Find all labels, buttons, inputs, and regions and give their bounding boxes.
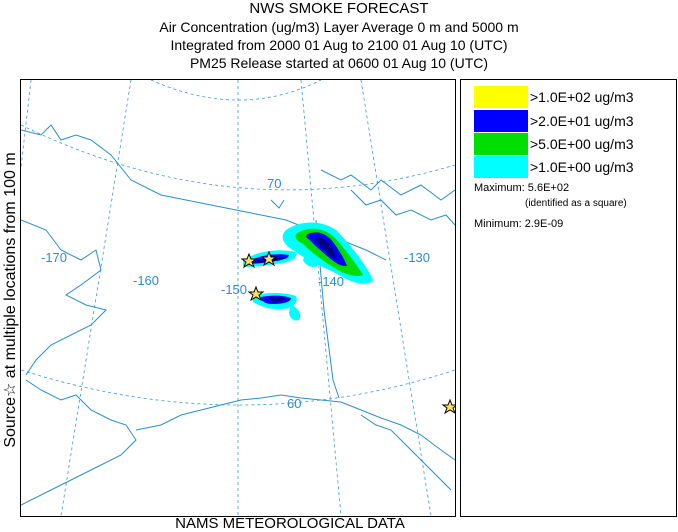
north-inlet [270, 199, 285, 209]
source-star-2 [260, 250, 278, 267]
legend-swatch-blue [474, 110, 528, 132]
west-coast [21, 219, 107, 376]
plume-south-tail-cyan [289, 304, 301, 321]
source-star-3 [247, 285, 265, 302]
graticule [21, 80, 455, 516]
legend-label-blue: >2.0E+01 ug/m3 [530, 113, 634, 129]
lon-label-130: -130 [404, 250, 430, 265]
southeast-panhandle [360, 414, 452, 491]
lat-label-60: 60 [287, 396, 301, 411]
plume-north-cyan-tail [303, 252, 318, 268]
source-star-1 [240, 252, 258, 269]
beaufort-coast [350, 189, 455, 226]
plume-north-darkcore [315, 236, 336, 258]
lon-label-160: -160 [133, 273, 159, 288]
lat-label-70: 70 [267, 176, 281, 191]
legend-panel: >1.0E+02 ug/m3 >2.0E+01 ug/m3 >5.0E+00 u… [460, 79, 677, 517]
latitude-line-70 [21, 124, 455, 191]
legend-label-yellow: >1.0E+02 ug/m3 [530, 89, 634, 105]
source-side-label: Source☆ at multiple locations from 100 m [2, 152, 19, 448]
maximum-note: (identified as a square) [525, 198, 627, 209]
minimum-value: 2.9E-09 [524, 218, 564, 230]
concentration-subtitle: Air Concentration (ug/m3) Layer Average … [159, 19, 519, 35]
southcentral-coast [135, 394, 455, 461]
longitude-line-140 [300, 80, 342, 516]
alaska-map: -170 -160 -150 -140 -130 70 60 [21, 80, 455, 516]
legend-label-green: >5.0E+00 ug/m3 [530, 136, 634, 152]
legend-label-cyan: >1.0E+00 ug/m3 [530, 159, 634, 175]
map-panel: -170 -160 -150 -140 -130 70 60 [20, 79, 456, 517]
minimum-label: Minimum: [474, 218, 522, 230]
maximum-label: Maximum: [474, 182, 525, 194]
data-source-footer: NAMS METEOROLOGICAL DATA [175, 515, 405, 532]
maximum-stat: Maximum: 5.6E+02 [474, 182, 569, 194]
legend-swatch-green [474, 133, 528, 155]
canadian-arctic-islands [320, 169, 455, 201]
source-markers [240, 250, 455, 415]
integration-period: Integrated from 2000 01 Aug to 2100 01 A… [170, 37, 508, 53]
longitude-line-160 [60, 80, 132, 516]
forecast-title: NWS SMOKE FORECAST [249, 0, 429, 17]
minimum-stat: Minimum: 2.9E-09 [474, 218, 563, 230]
longitude-line-170 [21, 80, 32, 171]
lon-label-170: -170 [41, 250, 67, 265]
source-star-4 [441, 398, 455, 415]
lon-label-140: -140 [318, 274, 344, 289]
legend-swatch-yellow [474, 86, 528, 108]
lon-label-150: -150 [221, 282, 247, 297]
southwest-coast [21, 379, 137, 506]
plume-south-darkcore [268, 297, 286, 302]
graticule-labels: -170 -160 -150 -140 -130 70 60 [41, 176, 430, 411]
release-info: PM25 Release started at 0600 01 Aug 10 (… [189, 55, 489, 71]
legend-swatch-cyan [474, 156, 528, 178]
latitude-line-60 [21, 369, 455, 406]
latitude-line-80 [150, 80, 322, 101]
longitude-line-130 [360, 80, 432, 516]
smoke-plumes [243, 222, 373, 321]
maximum-value: 5.6E+02 [527, 182, 570, 194]
